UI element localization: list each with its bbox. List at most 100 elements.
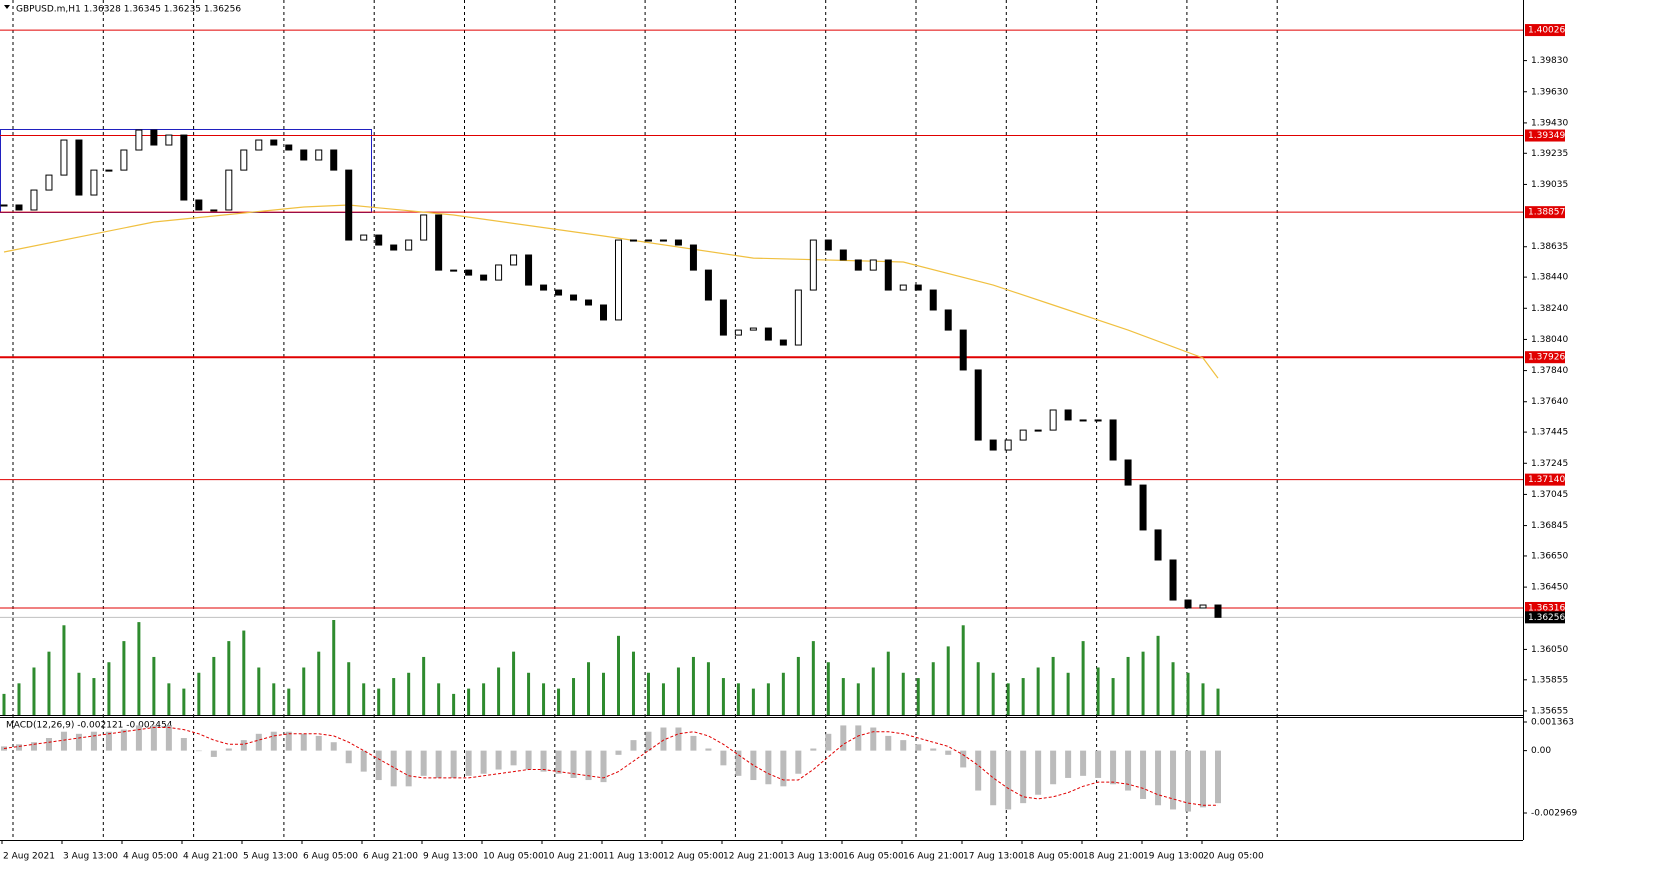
candle	[1124, 459, 1132, 486]
moving-average	[3, 204, 1219, 379]
macd-bar	[780, 750, 787, 787]
volume-bar	[1096, 667, 1100, 715]
candle	[944, 309, 952, 331]
volume-bar	[1066, 672, 1070, 715]
volume-bar	[17, 683, 21, 715]
y-tick-label: 1.35855	[1531, 675, 1568, 685]
candle	[929, 289, 937, 311]
x-tick-label: 12 Aug 21:00	[723, 852, 784, 862]
macd-bar	[30, 742, 37, 751]
level-label: 1.37926	[1528, 353, 1565, 363]
x-tick-label: 12 Aug 05:00	[663, 852, 724, 862]
macd-bar	[105, 731, 112, 751]
level-label: 1.39349	[1528, 131, 1565, 141]
candle	[135, 129, 143, 151]
candle	[585, 299, 593, 306]
macd-bar	[165, 725, 172, 751]
macd-bar	[915, 744, 922, 751]
x-tick-label: 6 Aug 05:00	[303, 852, 358, 862]
macd-bar	[1215, 750, 1221, 804]
macd-bar	[555, 750, 562, 774]
y-tick-label: 1.39630	[1531, 87, 1568, 97]
volume-bar	[122, 641, 126, 715]
macd-bar	[945, 750, 952, 755]
macd-bar	[90, 731, 97, 751]
level-label: 1.37140	[1528, 475, 1565, 485]
candle	[854, 259, 862, 271]
x-tick-label: 10 Aug 21:00	[543, 852, 604, 862]
volume-bar	[377, 688, 381, 715]
macd-bar	[345, 750, 352, 764]
volume-bar	[1186, 672, 1190, 715]
level-tag	[1525, 24, 1565, 37]
volume-bar	[1141, 651, 1145, 715]
volume-bar	[856, 683, 860, 715]
macd-bar	[195, 750, 202, 752]
macd-bar	[885, 735, 892, 751]
y-tick-label: 1.37445	[1531, 428, 1568, 438]
candle	[719, 299, 727, 336]
volume-bar	[287, 688, 291, 715]
candle	[899, 284, 907, 291]
volume-bar	[931, 662, 935, 715]
volume-bar	[542, 683, 546, 715]
macd-signal	[3, 727, 1218, 806]
volume-bar	[1126, 656, 1130, 715]
candle	[405, 239, 413, 251]
x-tick-label: 18 Aug 05:00	[1023, 852, 1084, 862]
menu-arrow[interactable]	[4, 5, 10, 9]
candle	[674, 239, 682, 246]
candle	[390, 244, 398, 251]
candle	[809, 239, 817, 291]
candle	[495, 264, 503, 281]
x-tick-label: 4 Aug 05:00	[123, 852, 178, 862]
candle	[914, 284, 922, 291]
candle	[794, 289, 802, 346]
macd-bar	[45, 738, 52, 751]
macd-bar	[1, 746, 7, 751]
macd-bar	[435, 750, 442, 778]
level-label: 1.36316	[1528, 603, 1565, 613]
volume-bar	[1156, 635, 1160, 715]
volume-bar	[557, 688, 561, 715]
candle	[210, 209, 218, 212]
candle	[510, 254, 518, 266]
macd-bar	[60, 731, 67, 751]
volume-bar	[841, 678, 845, 715]
x-tick-label: 17 Aug 13:00	[963, 852, 1024, 862]
volume-bar	[602, 672, 606, 715]
macd-bar	[1050, 750, 1057, 785]
volume-bar	[362, 683, 366, 715]
x-tick-label: 3 Aug 13:00	[63, 852, 118, 862]
macd-bar	[465, 750, 472, 776]
candle	[974, 369, 982, 441]
volume-bar	[92, 678, 96, 715]
volume-bar	[1021, 678, 1025, 715]
macd-bar	[1140, 750, 1147, 799]
candle	[375, 234, 383, 246]
volume-bar	[886, 651, 890, 715]
volume-bar	[871, 667, 875, 715]
candle	[420, 214, 428, 241]
candle	[30, 189, 38, 211]
macd-bar	[1020, 750, 1027, 804]
macd-bar	[525, 750, 532, 770]
candle	[1064, 409, 1072, 421]
volume-bar	[676, 667, 680, 715]
candle	[60, 139, 68, 176]
candle	[1049, 409, 1057, 431]
macd-label: MACD(12,26,9) -0.002121 -0.002454	[6, 721, 173, 731]
volume-bar	[422, 656, 426, 715]
macd-bar	[1185, 750, 1192, 812]
macd-bar	[705, 748, 712, 751]
macd-bar	[585, 750, 592, 781]
macd-bar	[1080, 750, 1087, 776]
volume-bar	[347, 662, 351, 715]
y-tick-label: 1.35655	[1531, 706, 1568, 716]
macd-bar	[510, 750, 517, 766]
x-tick-label: 6 Aug 21:00	[363, 852, 418, 862]
volume-bar	[332, 620, 336, 715]
current-price-tag	[1525, 611, 1565, 624]
candle	[1214, 604, 1222, 618]
